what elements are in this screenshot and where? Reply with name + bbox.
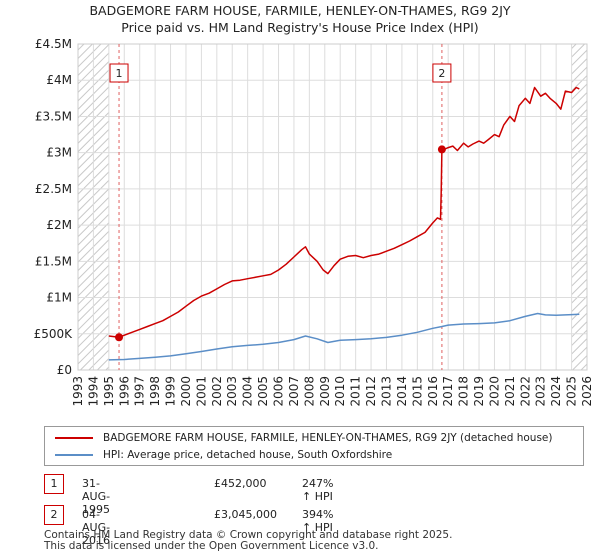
series-lines: [108, 86, 580, 361]
sale-marker-lines: [118, 44, 443, 370]
x-tick-label-2022: 2022: [518, 376, 532, 407]
footer-line-2: This data is licensed under the Open Gov…: [44, 540, 379, 552]
sale-hpi-1: 247% ↑ HPI: [302, 477, 334, 503]
x-axis-labels: 1993 1994 1995 1996 1997 1998 1999 2000 2001 2002…: [71, 376, 594, 407]
x-tick-label-2023: 2023: [534, 376, 548, 407]
x-tick-label-2003: 2003: [225, 376, 239, 407]
x-tick-label-2002: 2002: [210, 376, 224, 407]
x-tick-label-2026: 2026: [580, 376, 594, 407]
sale-label-2: 2: [438, 67, 445, 80]
x-tick-label-2016: 2016: [426, 376, 440, 407]
plot-background: [78, 44, 587, 370]
legend-swatch-hpi: [55, 454, 93, 456]
y-tick-label-8: £4M: [46, 73, 72, 87]
legend-item-hpi: HPI: Average price, detached house, Sout…: [55, 447, 392, 463]
x-tick-label-2024: 2024: [549, 376, 563, 407]
x-tick-label-2007: 2007: [287, 376, 301, 407]
x-tick-label-2021: 2021: [503, 376, 517, 407]
sale-price-2: £3,045,000: [214, 508, 277, 521]
y-axis-labels: £0 £500K £1M £1.5M £2M £2.5M £3M £3.5M £4M £4.5M: [34, 37, 74, 377]
y-tick-label-6: £3M: [46, 146, 72, 160]
footer-line-1: Contains HM Land Registry data © Crown c…: [44, 529, 453, 541]
sale-hpi-2: 394% ↑ HPI: [302, 508, 334, 534]
chart-subtitle: Price paid vs. HM Land Registry's House …: [121, 20, 478, 35]
x-tick-label-1997: 1997: [133, 376, 147, 407]
y-tick-label-9: £4.5M: [35, 37, 72, 51]
x-tick-label-2010: 2010: [333, 376, 347, 407]
sale-point-1: [115, 333, 124, 342]
x-tick-label-2018: 2018: [457, 376, 471, 407]
x-tick-label-2001: 2001: [194, 376, 208, 407]
legend-swatch-property: [55, 437, 93, 439]
x-tick-label-2008: 2008: [302, 376, 316, 407]
x-tick-label-1993: 1993: [71, 376, 85, 407]
x-tick-label-2009: 2009: [318, 376, 332, 407]
y-tick-label-5: £2.5M: [35, 182, 72, 196]
x-tick-label-2025: 2025: [565, 376, 579, 407]
sale-label-1: 1: [116, 67, 123, 80]
y-tick-label-7: £3.5M: [35, 109, 72, 123]
x-tick-label-2012: 2012: [364, 376, 378, 407]
x-tick-label-2005: 2005: [256, 376, 270, 407]
plot-area: [78, 44, 587, 370]
legend-item-property: BADGEMORE FARM HOUSE, FARMILE, HENLEY-ON…: [55, 430, 552, 446]
price-chart: BADGEMORE FARM HOUSE, FARMILE, HENLEY-ON…: [34, 3, 594, 407]
x-tick-label-1999: 1999: [164, 376, 178, 407]
plot-border: [77, 43, 588, 371]
x-tick-label-2020: 2020: [487, 376, 501, 407]
x-tick-label-1996: 1996: [117, 376, 131, 407]
y-tick-label-0: £0: [57, 363, 72, 377]
sale-date-1: 31-AUG-1995: [82, 477, 111, 516]
x-tick-label-2015: 2015: [410, 376, 424, 407]
series-line-hpi: [108, 312, 580, 361]
y-tick-label-4: £2M: [46, 218, 72, 232]
x-tick-label-2011: 2011: [349, 376, 363, 407]
sale-badge-2: 2: [44, 505, 64, 525]
sale-label-box-1: [109, 63, 129, 83]
x-tick-label-1995: 1995: [102, 376, 116, 407]
legend: BADGEMORE FARM HOUSE, FARMILE, HENLEY-ON…: [44, 426, 584, 466]
series-line-property: [108, 86, 580, 339]
x-tick-label-2004: 2004: [241, 376, 255, 407]
hatch-after-region: [571, 44, 587, 370]
sale-price-1: £452,000: [214, 477, 267, 490]
sale-label-box-2: [432, 63, 452, 83]
legend-label-hpi: HPI: Average price, detached house, Sout…: [103, 449, 393, 461]
x-tick-label-2013: 2013: [379, 376, 393, 407]
legend-label-property: BADGEMORE FARM HOUSE, FARMILE, HENLEY-ON…: [103, 432, 553, 444]
sale-badge-1: 1: [44, 474, 64, 494]
sale-date-2: 04-AUG-2016: [82, 508, 111, 547]
y-tick-label-1: £500K: [34, 327, 74, 341]
y-tick-label-3: £1.5M: [35, 254, 72, 268]
x-tick-label-2014: 2014: [395, 376, 409, 407]
x-tick-label-1998: 1998: [148, 376, 162, 407]
x-tick-label-2000: 2000: [179, 376, 193, 407]
x-tick-label-1994: 1994: [86, 376, 100, 407]
footer: Contains HM Land Registry data © Crown c…: [44, 530, 452, 552]
chart-title: BADGEMORE FARM HOUSE, FARMILE, HENLEY-ON…: [89, 3, 510, 18]
sale-point-2: [437, 145, 446, 154]
x-tick-label-2006: 2006: [272, 376, 286, 407]
x-tick-label-2017: 2017: [441, 376, 455, 407]
x-tick-label-2019: 2019: [472, 376, 486, 407]
y-tick-label-2: £1M: [46, 291, 72, 305]
